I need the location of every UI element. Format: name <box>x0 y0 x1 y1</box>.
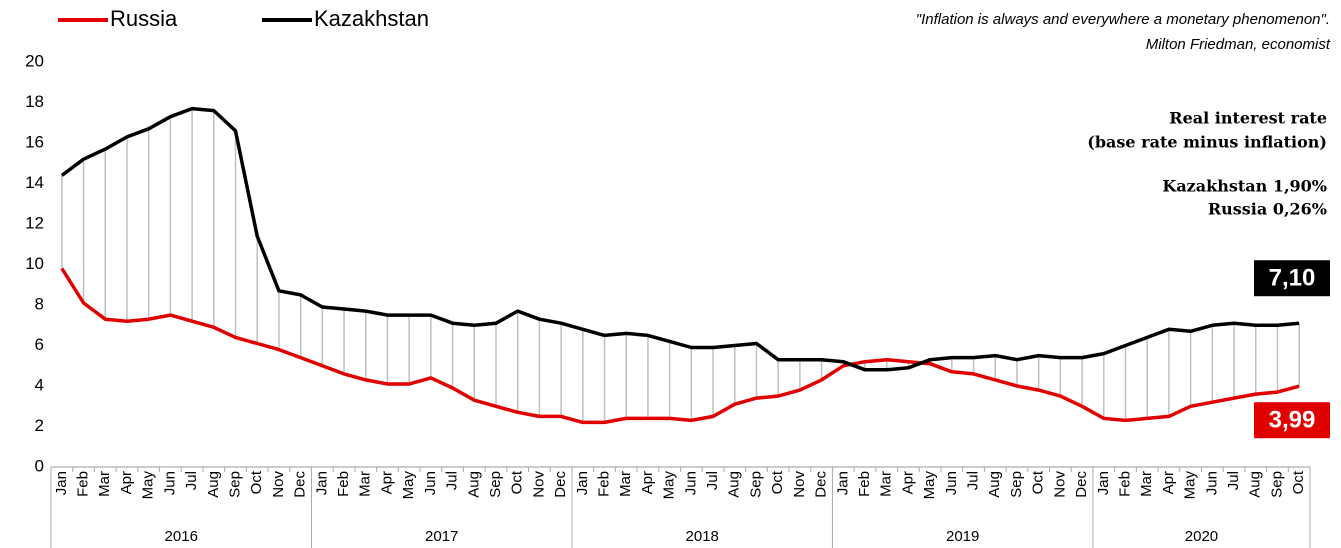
x-tick-label: Mar <box>617 471 634 497</box>
x-tick-label: Jul <box>444 471 461 490</box>
x-tick-label: Dec <box>292 471 309 498</box>
x-tick-label: Aug <box>986 471 1003 498</box>
x-tick-label: Mar <box>1138 471 1155 497</box>
x-tick-label: Jul <box>965 471 982 490</box>
x-tick-label: Jun <box>422 471 439 495</box>
y-tick-label: 14 <box>25 173 44 192</box>
x-tick-label: Jun <box>1203 471 1220 495</box>
x-tick-label: Feb <box>1116 471 1133 497</box>
legend-label: Russia <box>110 6 178 31</box>
legend-label: Kazakhstan <box>314 6 429 31</box>
y-tick-label: 8 <box>35 294 44 313</box>
y-tick-label: 16 <box>25 132 44 151</box>
y-tick-label: 0 <box>35 456 44 475</box>
group-label: 2017 <box>425 528 458 545</box>
x-tick-label: Sep <box>1268 471 1285 498</box>
x-tick-label: May <box>400 471 417 500</box>
group-label: 2016 <box>165 528 198 545</box>
x-tick-label: Nov <box>530 471 547 498</box>
quote: Milton Friedman, economist <box>1146 36 1331 53</box>
x-tick-label: Sep <box>1008 471 1025 498</box>
x-tick-label: Aug <box>205 471 222 498</box>
x-tick-label: Jan <box>834 471 851 495</box>
x-tick-label: Dec <box>813 471 830 498</box>
x-tick-label: Oct <box>248 470 265 494</box>
x-tick-label: May <box>661 471 678 500</box>
x-tick-label: Aug <box>465 471 482 498</box>
x-tick-label: Mar <box>357 471 374 497</box>
series-line <box>60 267 1300 425</box>
x-tick-label: Jul <box>183 471 200 490</box>
annotation: Russia 0,26% <box>1208 200 1327 219</box>
group-label: 2020 <box>1185 528 1218 545</box>
x-tick-label: Nov <box>1051 471 1068 498</box>
x-tick-label: Jan <box>1095 471 1112 495</box>
x-tick-label: Feb <box>856 471 873 497</box>
x-tick-label: Jun <box>682 471 699 495</box>
x-tick-label: Feb <box>75 471 92 497</box>
group-label: 2018 <box>686 528 719 545</box>
y-tick-label: 18 <box>25 92 44 111</box>
x-tick-label: Mar <box>878 471 895 497</box>
value-label: 7,10 <box>1269 265 1316 292</box>
quote: "Inflation is always and everywhere a mo… <box>916 11 1330 28</box>
x-tick-label: Feb <box>595 471 612 497</box>
x-tick-label: Jan <box>574 471 591 495</box>
x-tick-label: Sep <box>226 471 243 498</box>
x-tick-label: Jun <box>161 471 178 495</box>
y-tick-label: 6 <box>35 335 44 354</box>
x-tick-label: Apr <box>118 471 135 494</box>
x-tick-label: Nov <box>791 471 808 498</box>
y-tick-label: 12 <box>25 213 44 232</box>
x-tick-label: Oct <box>509 470 526 494</box>
x-tick-label: Aug <box>726 471 743 498</box>
x-tick-label: Dec <box>552 471 569 498</box>
x-tick-label: Jul <box>1225 471 1242 490</box>
x-tick-label: May <box>921 471 938 500</box>
x-tick-label: Apr <box>378 471 395 494</box>
x-tick-label: Dec <box>1073 471 1090 498</box>
value-label: 3,99 <box>1269 407 1316 434</box>
x-tick-label: Sep <box>747 471 764 498</box>
x-tick-label: Nov <box>270 471 287 498</box>
value-label-box <box>1254 260 1330 297</box>
x-tick-label: Apr <box>899 471 916 494</box>
x-tick-label: May <box>1182 471 1199 500</box>
x-tick-label: Feb <box>335 471 352 497</box>
annotation: Kazakhstan 1,90% <box>1162 177 1327 196</box>
x-tick-label: Oct <box>1030 470 1047 494</box>
x-tick-label: Jan <box>313 471 330 495</box>
x-tick-label: Mar <box>96 471 113 497</box>
y-tick-label: 20 <box>25 51 44 70</box>
x-tick-label: Apr <box>639 471 656 494</box>
x-tick-label: Oct <box>769 470 786 494</box>
group-label: 2019 <box>946 528 979 545</box>
value-label-box <box>1254 402 1330 439</box>
x-tick-label: Sep <box>487 471 504 498</box>
y-tick-label: 4 <box>35 375 44 394</box>
series-line <box>60 106 1300 372</box>
x-tick-label: Jan <box>53 471 70 495</box>
annotation: (base rate minus inflation) <box>1087 133 1327 152</box>
x-tick-label: Jul <box>704 471 721 490</box>
x-tick-label: May <box>140 471 157 500</box>
y-tick-label: 10 <box>25 254 44 273</box>
x-tick-label: Apr <box>1160 471 1177 494</box>
x-tick-label: Jun <box>943 471 960 495</box>
annotation: Real interest rate <box>1169 109 1327 128</box>
y-tick-label: 2 <box>35 416 44 435</box>
x-tick-label: Oct <box>1290 470 1307 494</box>
x-tick-label: Aug <box>1247 471 1264 498</box>
